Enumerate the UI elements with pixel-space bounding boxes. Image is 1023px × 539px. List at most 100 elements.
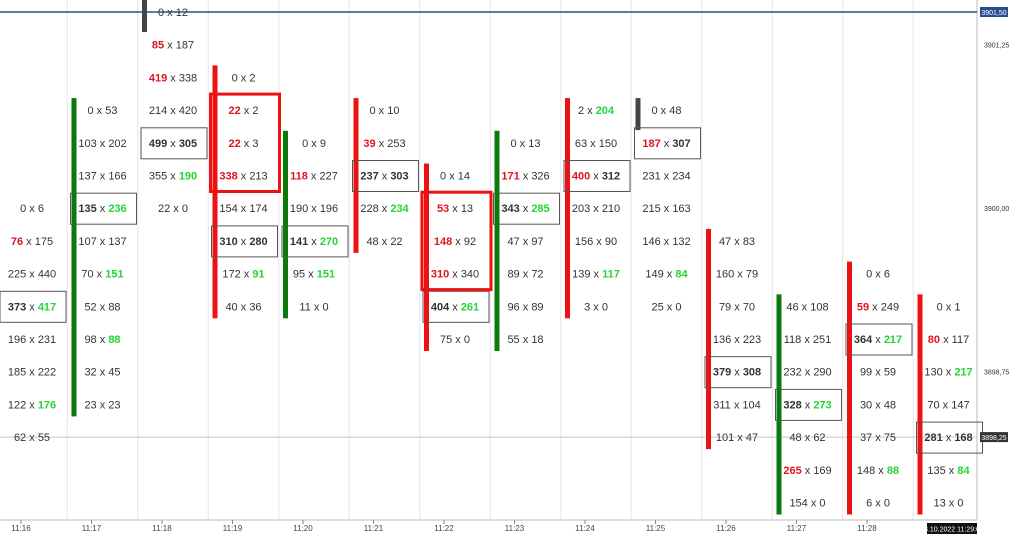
ask-value: 305 [179,138,197,150]
footprint-cell: 0 x 1 [937,301,961,313]
ask-value: 253 [387,138,405,150]
separator: x [799,301,811,313]
bid-value: 364 [854,334,873,346]
ask-value: 440 [38,269,56,281]
footprint-cell: 225 x 440 [8,269,56,281]
poc-box [704,356,772,389]
separator: x [308,203,320,215]
separator: x [164,7,176,19]
footprint-cell: 187 x 307 [642,138,690,150]
bid-value: 156 [575,236,593,248]
footprint-cell: 139 x 117 [572,269,620,281]
candle-bar [776,294,782,515]
poc-box [634,127,701,160]
footprint-cell: 107 x 137 [78,236,126,248]
footprint-cell: 355 x 190 [149,171,197,183]
separator: x [664,301,676,313]
separator: x [872,432,884,444]
bid-value: 311 [713,399,731,411]
ask-value: 88 [108,301,120,313]
bid-value: 6 [866,498,872,510]
footprint-cell: 136 x 223 [713,334,761,346]
bid-value: 373 [8,301,26,313]
ask-value: 151 [317,269,335,281]
separator: x [97,367,109,379]
separator: x [946,498,958,510]
bid-value: 225 [8,269,26,281]
separator: x [446,171,458,183]
separator: x [305,269,317,281]
separator: x [731,334,743,346]
separator: x [238,171,250,183]
bid-value: 146 [642,236,660,248]
separator: x [520,269,532,281]
separator: x [801,334,813,346]
bid-value: 96 [507,301,519,313]
footprint-cell: 171 x 326 [501,171,549,183]
candle-bar [706,228,711,450]
ask-value: 166 [108,171,126,183]
bid-value: 149 [645,269,663,281]
separator: x [802,367,814,379]
footprint-cell: 148 x 88 [857,465,899,477]
ask-value: 70 [743,301,755,313]
candle-bar [283,130,288,319]
separator: x [661,171,673,183]
bid-value: 419 [149,72,167,84]
bid-value: 0 [88,105,94,117]
footprint-cell: 37 x 75 [860,432,896,444]
ask-value: 163 [672,203,690,215]
ask-value: 176 [38,399,56,411]
bid-value: 281 [924,432,942,444]
footprint-cell: 0 x 2 [232,72,256,84]
footprint-cell: 196 x 231 [8,334,56,346]
bid-value: 141 [290,236,308,248]
ask-value: 210 [602,203,620,215]
ask-value: 13 [461,203,473,215]
bid-value: 22 [229,138,241,150]
separator: x [802,465,814,477]
footprint-cell: 48 x 22 [366,236,402,248]
footprint-cell: 172 x 91 [222,269,264,281]
footprint-cell: 40 x 36 [225,301,261,313]
footprint-cell: 70 x 151 [81,269,123,281]
footprint-cell: 39 x 253 [363,138,405,150]
separator: x [590,269,602,281]
footprint-cell: 214 x 420 [149,105,197,117]
footprint-cell: 149 x 84 [645,269,688,281]
footprint-cell: 400 x 312 [572,171,620,183]
ask-value: 104 [742,399,760,411]
ask-value: 22 [390,236,402,248]
footprint-cell: 190 x 196 [290,203,338,215]
footprint-cell: 23 x 23 [84,399,120,411]
ask-value: 270 [320,236,338,248]
bid-value: 0 [440,171,446,183]
bid-value: 187 [642,138,660,150]
separator: x [872,334,884,346]
footprint-cell: 343 x 285 [501,203,549,215]
separator: x [26,399,38,411]
poc-box [211,225,278,258]
separator: x [590,203,602,215]
ask-value: 117 [602,269,620,281]
footprint-cell: 80 x 117 [928,334,969,346]
bid-value: 135 [927,465,945,477]
bid-value: 62 [14,432,26,444]
separator: x [734,269,746,281]
separator: x [97,334,109,346]
separator: x [379,203,391,215]
footprint-cell: 0 x 13 [511,138,541,150]
time-tick-label: 11:19 [223,524,243,533]
ask-value: 12 [176,7,188,19]
candle-bar [847,261,852,515]
bid-value: 63 [575,138,587,150]
reference-price-tag-label: 3898,25 [981,435,1006,442]
bid-value: 400 [572,171,590,183]
footprint-cell: 122 x 176 [8,399,56,411]
footprint-cell: 13 x 0 [934,498,964,510]
bid-value: 40 [225,301,237,313]
separator: x [238,72,250,84]
footprint-cell: 0 x 9 [302,138,326,150]
bid-value: 355 [149,171,167,183]
